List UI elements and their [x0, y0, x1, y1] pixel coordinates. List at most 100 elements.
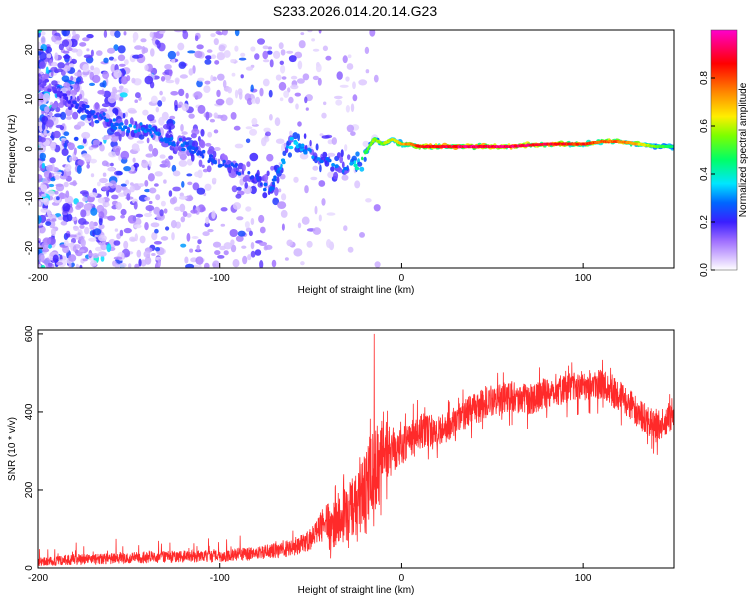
spectrogram-noise-blob — [204, 80, 211, 85]
spectrogram-ridge-core — [42, 82, 47, 86]
spectrogram-noise-blob — [358, 79, 368, 86]
spectrogram-ridge-blob — [212, 150, 217, 158]
spectrogram-noise-blob — [149, 187, 157, 194]
spectrogram-ridge-core — [67, 100, 72, 104]
spectrogram-x-tick-label: -100 — [210, 273, 230, 284]
spectrogram-noise-blob — [120, 214, 125, 219]
spectrogram-noise-blob — [300, 32, 305, 36]
spectrogram-noise-blob — [147, 173, 155, 182]
spectrogram-noise-blob — [114, 30, 121, 38]
spectrogram-ridge-blob — [124, 119, 129, 126]
spectrogram-noise-blob — [170, 220, 177, 229]
spectrogram-noise-blob — [205, 216, 210, 225]
colorbar-tick-label: 0.6 — [699, 119, 710, 133]
spectrogram-noise-blob — [194, 171, 201, 178]
spectrogram-noise-blob — [274, 187, 279, 196]
spectrogram-ridge-core — [188, 149, 192, 153]
spectrogram-noise-blob — [374, 261, 381, 268]
spectrogram-ridge-core — [44, 78, 50, 83]
spectrogram-noise-blob — [267, 46, 272, 50]
spectrogram-noise-blob — [117, 45, 126, 54]
spectrogram-noise-blob — [69, 181, 78, 186]
spectrogram-noise-blob — [168, 69, 173, 77]
spectrogram-ridge-core — [148, 124, 152, 129]
spectrogram-noise-blob — [98, 224, 105, 230]
spectrogram-noise-blob — [321, 112, 327, 119]
spectrogram-noise-blob — [283, 90, 289, 98]
spectrogram-noise-blob — [145, 205, 155, 212]
spectrogram-noise-blob — [171, 232, 175, 241]
spectrogram-noise-blob — [346, 63, 354, 70]
spectrogram-noise-blob — [95, 246, 103, 252]
spectrogram-noise-blob — [213, 112, 218, 119]
spectrogram-noise-blob — [263, 127, 271, 133]
spectrogram-noise-blob — [51, 218, 57, 222]
spectrogram-noise-blob — [297, 121, 302, 127]
spectrogram-noise-blob — [299, 152, 309, 160]
spectrogram-ridge-core — [124, 125, 128, 130]
spectrogram-noise-blob — [259, 260, 264, 268]
spectrogram-noise-blob — [178, 88, 185, 97]
spectrogram-noise-blob — [123, 240, 129, 250]
spectrogram-noise-blob — [369, 30, 376, 37]
spectrogram-y-tick-label: -20 — [24, 241, 35, 256]
spectrogram-ridge-core — [146, 128, 151, 132]
spectrogram-noise-blob — [132, 157, 136, 163]
spectrogram-noise-blob — [73, 147, 77, 156]
spectrogram-noise-blob — [72, 76, 77, 83]
spectrogram-noise-blob — [46, 53, 52, 59]
spectrogram-noise-blob — [46, 164, 53, 172]
spectrogram-ridge-core — [311, 155, 315, 159]
spectrogram-noise-blob — [84, 226, 90, 235]
spectrogram-noise-blob — [174, 30, 183, 33]
spectrogram-ridge-core — [70, 95, 73, 100]
spectrogram-noise-blob — [178, 61, 187, 69]
spectrogram-noise-blob — [191, 236, 199, 239]
spectrogram-noise-blob — [289, 130, 293, 136]
spectrogram-noise-blob — [49, 219, 56, 229]
spectrogram-noise-blob — [247, 254, 252, 261]
spectrogram-noise-blob — [365, 69, 370, 74]
spectrogram-ridge-core — [139, 122, 143, 126]
spectrogram-y-ticks: 20 10 0 -10 -20 — [24, 44, 43, 256]
spectrogram-ridge-blob — [359, 166, 365, 172]
spectrogram-noise-blob — [213, 147, 221, 151]
spectrogram-noise-blob — [232, 202, 242, 210]
spectrogram-noise-blob — [250, 242, 255, 250]
spectrogram-ridge-core — [181, 147, 186, 152]
spectrogram-ridge-blob — [199, 140, 206, 149]
spectrogram-ridge-blob — [191, 153, 195, 162]
spectrogram-noise-blob — [90, 207, 98, 216]
spectrogram-noise-blob — [105, 203, 110, 207]
spectrogram-noise-blob — [240, 52, 246, 57]
spectrogram-noise-blob — [214, 60, 220, 65]
spectrogram-noise-blob — [168, 155, 174, 160]
spectrogram-noise-blob — [79, 264, 83, 268]
spectrogram-noise-blob — [217, 52, 225, 57]
spectrogram-x-ticks: -200 -100 0 100 — [28, 263, 592, 284]
spectrogram-noise-blob — [133, 201, 138, 210]
spectrogram-noise-blob — [277, 201, 287, 210]
spectrogram-noise-blob — [161, 96, 166, 102]
spectrogram-noise-blob — [92, 253, 100, 259]
spectrogram-ridge-core — [53, 90, 58, 94]
spectrogram-noise-blob — [325, 55, 332, 61]
spectrogram-ridge-core — [263, 187, 267, 192]
spectrogram-noise-blob — [130, 182, 134, 186]
spectrogram-noise-blob — [220, 114, 228, 122]
spectrogram-noise-blob — [48, 111, 53, 117]
spectrogram-noise-blob — [306, 240, 313, 248]
spectrogram-noise-blob — [56, 261, 63, 266]
spectrogram-y-tick-label: 0 — [24, 146, 35, 152]
snr-x-label: Height of straight line (km) — [298, 585, 415, 596]
spectrogram-ridge-blob — [292, 132, 299, 140]
spectrogram-noise-blob — [113, 256, 123, 260]
spectrogram-noise-blob — [47, 244, 53, 249]
spectrogram-noise-blob — [119, 96, 124, 101]
spectrogram-noise-blob — [115, 184, 122, 193]
spectrogram-noise-blob — [113, 44, 119, 51]
spectrogram-noise-blob — [163, 208, 168, 214]
spectrogram-y-tick-label: -10 — [24, 191, 35, 206]
spectrogram-noise-blob — [352, 81, 356, 90]
spectrogram-noise-blob — [335, 99, 343, 106]
